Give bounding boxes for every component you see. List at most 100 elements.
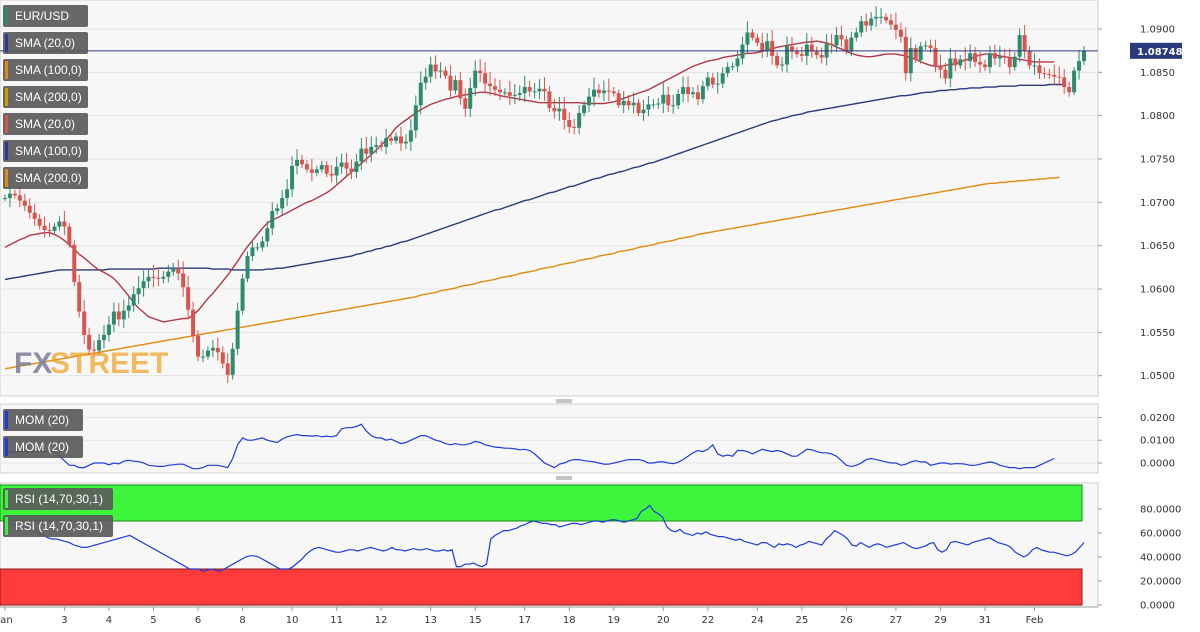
candle-body [829, 43, 834, 46]
sma200-path [4, 176, 1060, 370]
legend-item-bg [3, 488, 113, 510]
candle-body [785, 46, 790, 65]
candle-body [1057, 76, 1062, 78]
candle-body [789, 46, 794, 52]
x-tick-label: 29 [934, 615, 947, 626]
candle-body [493, 86, 498, 90]
price-tick-label: 1.0600 [1140, 285, 1175, 296]
x-tick-label: 4 [106, 615, 112, 626]
candle-body [408, 130, 413, 142]
candle-body [126, 305, 131, 311]
candle-body [973, 53, 978, 62]
x-tick-label: 26 [840, 615, 853, 626]
momentum-panel: 0.0000 0.0100 0.0200 MOM (20) MOM (20) [0, 403, 1175, 474]
candle-body [517, 93, 522, 95]
candle-body [616, 93, 621, 106]
legend-item-bg [3, 409, 83, 431]
candle-body [87, 334, 92, 350]
candle-body [403, 141, 408, 144]
panel-resize-handle-1[interactable] [554, 398, 574, 404]
x-tick-label: Jan [0, 615, 13, 626]
candle-body [369, 146, 374, 154]
candle-body [656, 103, 661, 105]
legend-item: EUR/USD [3, 5, 88, 27]
candle-body [720, 73, 725, 84]
candle-body [156, 277, 161, 279]
candle-body [879, 16, 884, 18]
candle-body [943, 69, 948, 79]
x-tick-label: Feb [1026, 615, 1044, 626]
candle-body [507, 92, 512, 96]
candle-body [582, 105, 587, 114]
candle-body [146, 276, 151, 282]
candle-body [908, 48, 913, 74]
candle-body [324, 165, 329, 174]
candle-body [745, 32, 750, 45]
legend-item-bg [3, 32, 88, 54]
candle-body [1017, 35, 1022, 57]
candle-body [22, 200, 27, 206]
candle-body [849, 37, 854, 52]
candle-body [987, 53, 992, 68]
x-tick-label: 22 [701, 615, 714, 626]
candle-body [770, 41, 775, 56]
legend-item-label: SMA (100,0) [15, 144, 82, 158]
candle-body [151, 276, 156, 278]
momentum-path [5, 423, 1055, 470]
candle-body [394, 136, 399, 141]
candle-body [161, 276, 166, 279]
legend-item-bg [3, 140, 88, 162]
candle-body [250, 247, 255, 257]
candle-body [205, 350, 210, 357]
candle-body [799, 54, 804, 56]
candle-body [260, 241, 265, 248]
candle-body [299, 159, 304, 165]
candle-body [735, 58, 740, 67]
candle-body [567, 120, 572, 127]
candle-body [755, 37, 760, 43]
candle-body [606, 90, 611, 92]
candle-body [334, 166, 339, 176]
legend-item: SMA (20,0) [3, 32, 88, 54]
x-tick-label: 8 [239, 615, 245, 626]
candle-body [968, 53, 973, 62]
time-x-axis: Jan 3 4 5 6 8 10 11 12 13 15 17 18 19 20 22 24 25 26 27 29 31… [0, 606, 1098, 626]
candle-body [17, 195, 22, 201]
candle-body [933, 48, 938, 66]
candle-body [983, 64, 988, 68]
candle-body [215, 347, 220, 353]
candle-body [646, 104, 651, 110]
x-tick-label: 17 [518, 615, 531, 626]
price-tick-label: 1.0900 [1140, 25, 1175, 36]
candle-body [72, 244, 77, 283]
candle-body [230, 348, 235, 375]
candle-body [245, 256, 250, 279]
price-tick-label: 1.0850 [1140, 68, 1175, 79]
x-tick-label: 3 [61, 615, 67, 626]
rsi-tick-label: 40.0000 [1140, 553, 1181, 564]
candle-body [1032, 65, 1037, 67]
candle-body [136, 288, 141, 295]
rsi-overbought-zone [0, 484, 1083, 522]
candle-body [869, 18, 874, 26]
candle-body [57, 221, 62, 227]
candle-body [938, 65, 943, 70]
candle-body [715, 83, 720, 85]
legend-item: SMA (200,0) [3, 167, 88, 189]
candle-body [502, 92, 507, 94]
price-panel-bg [0, 0, 1099, 397]
panel-resize-handle-2[interactable] [554, 475, 574, 481]
candle-body [478, 70, 483, 74]
legend-item-label: RSI (14,70,30,1) [15, 519, 103, 533]
candle-body [562, 108, 567, 120]
last-price-badge [1130, 42, 1182, 59]
rsi-oversold-zone [0, 568, 1083, 606]
candle-body [235, 310, 240, 349]
rsi-tick-label: 80.0000 [1140, 505, 1181, 516]
candle-body [3, 198, 7, 199]
candle-body [329, 173, 334, 176]
candle-body [97, 340, 102, 351]
candle-body [92, 349, 97, 351]
candle-body [710, 77, 715, 85]
candle-body [834, 35, 839, 46]
